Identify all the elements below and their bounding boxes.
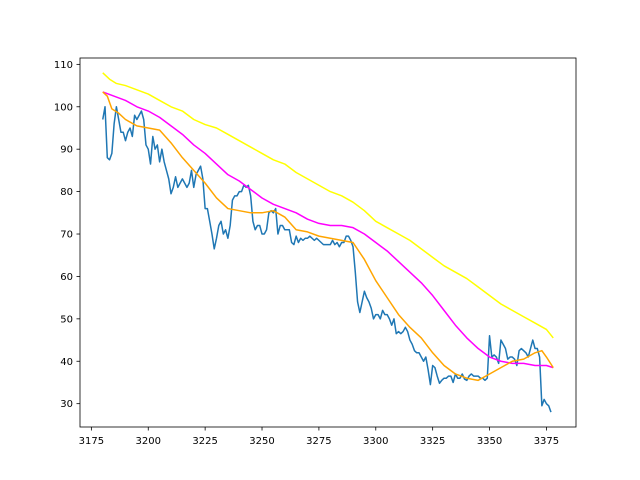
y-tick-label: 100 xyxy=(54,102,73,113)
series-line-4 xyxy=(102,91,554,382)
x-tick-label: 3250 xyxy=(249,436,274,447)
x-tick-label: 3275 xyxy=(306,436,331,447)
axes-layer: 3175 3200 3225 3250 3275 3300 3325 3350 3375 30 40… xyxy=(54,57,577,447)
y-tick-label: 40 xyxy=(60,357,73,368)
series-layer xyxy=(102,72,554,413)
y-tick-label: 80 xyxy=(60,187,73,198)
y-tick-label: 110 xyxy=(54,60,73,71)
y-tick-label: 60 xyxy=(60,272,73,283)
y-tick-label: 70 xyxy=(60,230,73,241)
y-tick-label: 50 xyxy=(60,314,73,325)
x-tick-label: 3175 xyxy=(79,436,104,447)
x-tick-label: 3350 xyxy=(477,436,502,447)
y-tick-label: 30 xyxy=(60,399,73,410)
x-tick-label: 3300 xyxy=(363,436,388,447)
plot-frame xyxy=(79,57,577,428)
y-tick-label: 90 xyxy=(60,145,73,156)
series-line-2 xyxy=(102,72,554,339)
x-tick-label: 3225 xyxy=(192,436,217,447)
x-tick-label: 3325 xyxy=(420,436,445,447)
x-tick-label: 3375 xyxy=(534,436,559,447)
series-line-1 xyxy=(102,106,552,413)
series-line-3 xyxy=(102,91,554,369)
x-tick-label: 3200 xyxy=(136,436,161,447)
